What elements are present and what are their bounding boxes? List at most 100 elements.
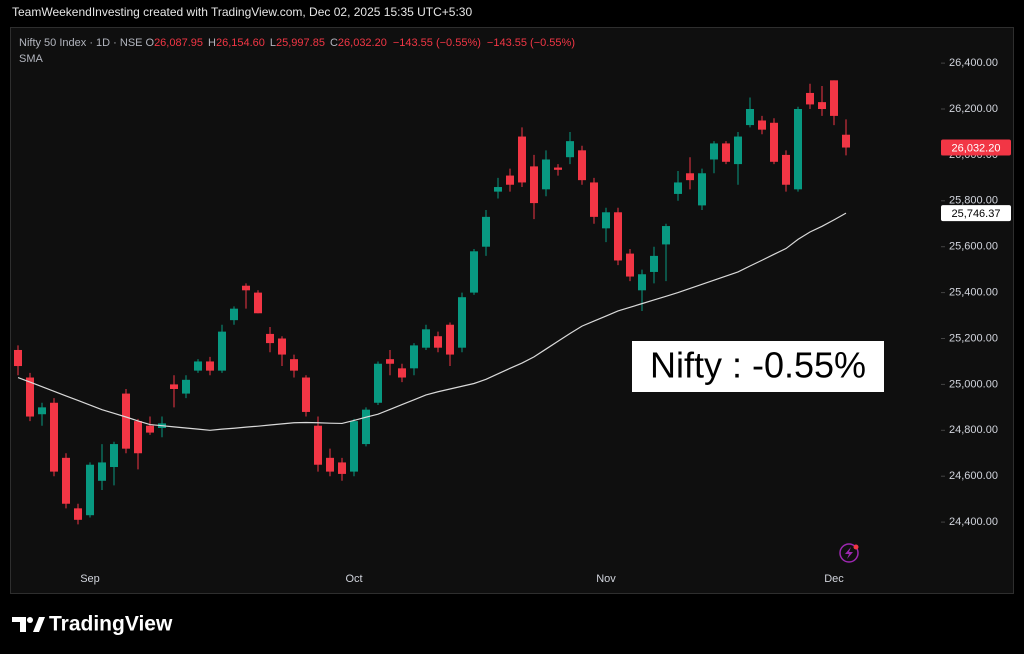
y-tick-label: 24,400.00 — [949, 516, 998, 528]
ohlc-legend: Nifty 50 Index · 1D · NSE O26,087.95 H26,1… — [19, 37, 575, 49]
annotation-box — [632, 341, 884, 392]
y-tick-label: 26,200.00 — [949, 103, 998, 115]
ohlc-value: 25,997.85 — [276, 37, 325, 49]
candle-body — [830, 80, 838, 116]
candle-body — [218, 331, 226, 371]
ohlc-value: 26,032.20 — [338, 37, 387, 49]
candle-body — [530, 166, 538, 204]
candle-body — [782, 154, 790, 185]
candle-body — [278, 338, 286, 355]
candle-body — [842, 134, 850, 148]
candle-body — [614, 212, 622, 261]
candle-body — [242, 285, 250, 291]
candle-body — [662, 226, 670, 245]
candle-body — [182, 379, 190, 394]
ohlc-key: C — [330, 37, 338, 49]
ohlc-value: 26,154.60 — [216, 37, 265, 49]
candle-body — [638, 274, 646, 291]
candle-body — [446, 324, 454, 355]
candle-body — [578, 150, 586, 181]
ohlc-value: 26,087.95 — [154, 37, 203, 49]
candle-body — [458, 297, 466, 348]
ohlc-key: H — [208, 37, 216, 49]
alert-icon — [839, 543, 859, 563]
candle-body — [554, 167, 562, 170]
candle-body — [14, 349, 22, 367]
candle-body — [266, 333, 274, 344]
y-tick-label: 25,200.00 — [949, 332, 998, 344]
candle-body — [194, 361, 202, 371]
candle-body — [758, 120, 766, 130]
candle-body — [146, 425, 154, 433]
candle-body — [506, 175, 514, 185]
x-tick-label: Oct — [345, 573, 362, 585]
y-tick-label: 24,600.00 — [949, 470, 998, 482]
candle-body — [566, 141, 574, 158]
candle-body — [518, 136, 526, 183]
symbol: Nifty 50 Index · 1D · NSE — [19, 37, 143, 49]
candle-body — [602, 212, 610, 229]
y-tick-label: 25,000.00 — [949, 378, 998, 390]
alert-bolt — [845, 547, 853, 559]
ohlc-key: L — [270, 37, 276, 49]
sma-legend: SMA — [19, 53, 44, 65]
candle-body — [254, 292, 262, 314]
candle-body — [686, 173, 694, 181]
candle-body — [482, 216, 490, 247]
candle-body — [230, 308, 238, 321]
candle-body — [698, 173, 706, 206]
candle-body — [470, 251, 478, 293]
candle-body — [818, 102, 826, 110]
candle-body — [314, 425, 322, 465]
logo-v — [33, 617, 45, 632]
change-label: −143.55 (−0.55%) — [393, 37, 481, 49]
candle-body — [746, 109, 754, 126]
candle-body — [626, 253, 634, 277]
alert-dot — [853, 544, 859, 550]
candle-body — [98, 462, 106, 481]
y-tick-label: 25,800.00 — [949, 195, 998, 207]
logo-dot — [27, 617, 33, 623]
credit: TeamWeekendInvesting created with Tradin… — [12, 5, 472, 19]
y-tick-label: 26,400.00 — [949, 57, 998, 69]
y-tick-label: 24,800.00 — [949, 424, 998, 436]
y-tick-label: 25,400.00 — [949, 287, 998, 299]
annotation: Nifty : -0.55% — [650, 345, 866, 386]
logo-t — [12, 617, 26, 632]
candle-body — [50, 402, 58, 472]
candle-body — [710, 143, 718, 160]
candle-body — [74, 508, 82, 520]
candle-body — [206, 361, 214, 371]
brand-logo — [12, 617, 45, 632]
sma-last-tag — [941, 205, 1011, 222]
candle-body — [770, 122, 778, 162]
candle-body — [338, 462, 346, 474]
ohlc-key: O — [146, 37, 155, 49]
y-tick-label: 25,600.00 — [949, 241, 998, 253]
candle-body — [290, 359, 298, 371]
x-tick-label: Dec — [824, 573, 844, 585]
candle-body — [122, 393, 130, 449]
candle-body — [674, 182, 682, 194]
candle-body — [302, 377, 310, 412]
candle-body — [722, 143, 730, 162]
last-price-label: 26,032.20 — [952, 142, 1001, 154]
candle-body — [794, 109, 802, 190]
candle-body — [170, 384, 178, 389]
candle-body — [806, 92, 814, 105]
sma-line — [17, 212, 847, 431]
candle-body — [374, 363, 382, 403]
candle-body — [350, 421, 358, 472]
sma-last-label: 25,746.37 — [952, 208, 1001, 220]
change-label: −143.55 (−0.55%) — [487, 37, 575, 49]
candle-body — [494, 187, 502, 192]
candle-body — [410, 345, 418, 369]
x-tick-label: Sep — [80, 573, 100, 585]
candle-body — [62, 457, 70, 504]
chart-panel — [10, 27, 1014, 594]
candle-body — [434, 336, 442, 348]
candle-body — [386, 359, 394, 364]
last-price-tag — [941, 139, 1011, 156]
candle-body — [362, 409, 370, 445]
